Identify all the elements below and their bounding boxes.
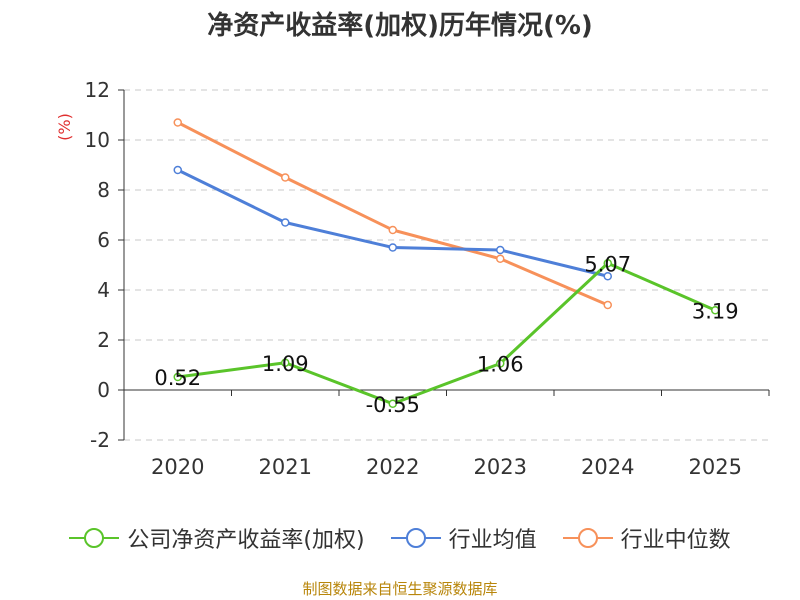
data-point-company (496, 359, 505, 368)
legend-marker-icon (69, 528, 120, 548)
data-label: 3.19 (692, 299, 739, 323)
y-tick-label: 10 (85, 128, 110, 152)
data-label: 1.09 (262, 352, 309, 376)
x-tick-label: 2025 (689, 455, 742, 479)
data-point-industry_median (281, 173, 290, 182)
data-point-industry_median (603, 300, 612, 310)
data-label: 5.07 (584, 252, 631, 276)
series-company (173, 259, 720, 408)
data-point-industry_avg (603, 272, 612, 281)
data-point-industry_median (173, 118, 182, 127)
series-industry_avg (173, 165, 612, 281)
data-point-company (173, 372, 182, 382)
data-label: -0.55 (366, 393, 420, 417)
legend-item-industry-average[interactable]: 行业均值 (390, 522, 537, 554)
data-point-company (281, 358, 290, 367)
data-label: 0.52 (154, 366, 201, 390)
x-tick-label: 2021 (259, 455, 312, 479)
data-point-industry_avg (388, 243, 397, 252)
y-tick-label: 0 (97, 378, 110, 402)
legend-marker-icon (562, 528, 613, 548)
legend-label: 公司净资产收益率(加权) (127, 528, 365, 553)
series-industry_median (173, 118, 612, 310)
data-point-company (603, 259, 612, 268)
y-tick-label: -2 (90, 428, 110, 452)
y-tick-label: 12 (85, 78, 110, 102)
chart-legend: 公司净资产收益率(加权) 行业均值 行业中位数 (0, 518, 800, 558)
series-line-company (177, 261, 716, 406)
series-line-industry_avg (177, 168, 609, 278)
y-tick-label: 6 (97, 228, 110, 252)
data-point-company (388, 399, 397, 408)
y-axis-unit-label: (%) (55, 113, 74, 141)
series-line-industry_median (177, 121, 609, 307)
legend-item-industry-median[interactable]: 行业中位数 (562, 522, 731, 554)
data-point-industry_median (388, 225, 397, 235)
data-point-industry_avg (496, 245, 505, 255)
data-point-company (711, 306, 720, 315)
data-point-industry_avg (281, 218, 290, 227)
data-point-industry_median (496, 254, 505, 263)
x-tick-label: 2024 (581, 455, 634, 479)
data-point-industry_avg (173, 165, 182, 175)
x-tick-label: 2020 (151, 455, 204, 479)
data-source-note: 制图数据来自恒生聚源数据库 (302, 580, 498, 598)
legend-label: 行业中位数 (620, 528, 731, 553)
y-tick-label: 8 (97, 178, 110, 202)
legend-marker-icon (390, 528, 441, 548)
chart-title: 净资产收益率(加权)历年情况(%) (207, 10, 593, 41)
legend-item-company-roe[interactable]: 公司净资产收益率(加权) (69, 522, 365, 554)
legend-label: 行业均值 (448, 528, 537, 553)
x-tick-label: 2023 (474, 455, 527, 479)
x-tick-label: 2022 (366, 455, 419, 479)
y-tick-label: 2 (97, 328, 110, 352)
y-tick-label: 4 (97, 278, 110, 302)
data-label: 1.06 (477, 353, 524, 377)
